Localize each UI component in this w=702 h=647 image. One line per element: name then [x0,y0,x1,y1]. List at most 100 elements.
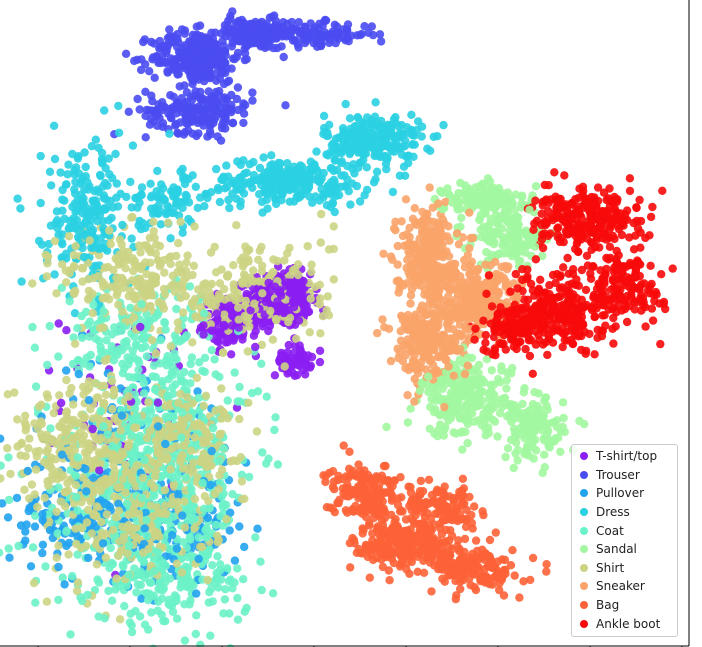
data-point [50,154,60,164]
data-point [141,133,150,142]
data-point [495,409,505,418]
data-point [194,533,203,542]
data-point [117,240,126,249]
data-point [110,492,119,501]
data-point [236,256,245,265]
data-point [382,165,391,174]
data-point [73,154,83,163]
data-point [148,336,157,345]
data-point [111,149,120,159]
data-point [156,335,165,345]
data-point [536,275,545,284]
data-point [213,132,222,141]
data-point [80,148,89,157]
data-point [214,485,224,494]
data-point [114,300,123,309]
data-point [450,386,459,396]
data-point [0,499,7,508]
data-point [346,200,355,209]
data-point [16,521,26,530]
data-point [531,182,541,191]
data-point [180,127,190,137]
data-point [100,106,109,115]
data-point [210,106,219,116]
data-point [227,350,236,359]
data-point [140,455,149,465]
data-point [69,415,79,425]
data-point [508,232,517,241]
data-point [526,413,535,422]
data-point [187,353,197,362]
data-point [239,109,249,118]
data-point [127,234,136,243]
data-point [266,306,275,316]
data-point [60,580,69,589]
data-point [232,94,242,104]
data-point [151,466,160,476]
data-point [563,253,572,263]
data-point [192,22,201,31]
data-point [279,52,288,62]
data-point [146,501,155,510]
data-point [205,126,215,136]
data-point [155,113,164,123]
data-point [494,374,503,384]
data-point [376,37,386,46]
data-point [196,116,206,126]
data-point [30,343,40,352]
data-point [372,167,382,176]
data-point [173,128,182,137]
data-point [245,472,254,482]
data-point [36,151,45,161]
data-point [425,424,434,433]
data-point [324,245,334,254]
data-point [119,450,128,459]
data-point [271,194,280,203]
data-point [485,413,494,422]
data-point [81,162,90,172]
data-point [243,347,252,356]
data-point [31,447,40,456]
data-point [142,433,152,443]
data-point [0,434,5,443]
data-point [96,347,106,356]
data-point [79,431,89,440]
data-point [223,77,232,87]
data-point [501,452,510,462]
data-point [151,372,160,382]
data-point [223,272,232,281]
data-point [190,433,200,442]
data-point [4,453,13,462]
data-point [560,171,569,180]
data-point [28,543,38,552]
scatter-points [0,7,677,647]
data-point [0,474,5,483]
data-point [226,11,235,21]
data-point [177,580,186,590]
data-point [235,522,244,531]
data-point [330,20,339,29]
data-point [69,261,79,271]
data-point [179,367,189,377]
data-point [68,571,77,581]
data-point [140,620,150,629]
data-point [302,362,312,372]
data-point [58,573,67,582]
data-point [239,189,249,198]
data-point [220,310,229,319]
data-point [211,300,220,309]
data-point [316,329,325,338]
data-point [222,515,231,524]
data-point [188,338,197,347]
data-point [254,255,263,264]
data-point [99,205,109,214]
data-point [26,562,36,571]
data-point [144,398,153,407]
data-point [317,209,326,219]
data-point [72,431,81,441]
data-point [359,155,368,164]
data-point [471,536,481,545]
data-point [463,438,472,448]
data-point [165,25,174,34]
data-point [150,491,159,500]
